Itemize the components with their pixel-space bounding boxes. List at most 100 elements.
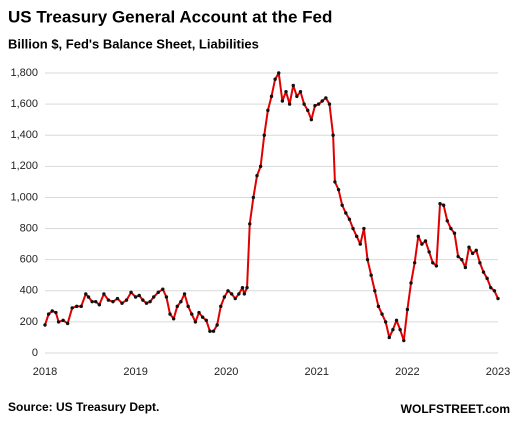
x-tick-label: 2022 (395, 366, 419, 378)
data-point (208, 329, 212, 333)
data-point (365, 257, 370, 262)
data-point (204, 318, 208, 323)
data-point (129, 290, 133, 295)
data-point (316, 102, 321, 106)
data-point (376, 304, 381, 309)
chart-title: US Treasury General Account at the Fed (8, 7, 332, 26)
data-point (190, 312, 194, 316)
data-point (405, 307, 410, 312)
data-point (152, 295, 156, 299)
data-point (133, 295, 138, 299)
data-point (481, 270, 486, 274)
data-point (449, 226, 453, 231)
data-point (251, 195, 256, 200)
data-point (302, 102, 306, 106)
data-point (240, 285, 245, 290)
data-point (46, 312, 51, 316)
data-point (291, 83, 295, 88)
data-point (391, 327, 395, 332)
y-tick-label: 400 (20, 285, 38, 297)
data-point (161, 287, 165, 291)
data-point (262, 133, 266, 137)
data-point (233, 296, 237, 301)
data-point (402, 338, 406, 343)
data-point (266, 108, 270, 113)
y-tick-label: 800 (20, 222, 38, 234)
y-tick-label: 600 (20, 254, 38, 266)
x-tick-label: 2023 (486, 366, 510, 378)
data-point (383, 320, 388, 324)
data-point (369, 273, 373, 277)
data-point (61, 318, 65, 323)
data-point (478, 261, 482, 265)
data-point (489, 285, 493, 290)
data-point (50, 309, 54, 313)
y-tick-label: 1,400 (10, 129, 38, 141)
data-point (186, 304, 190, 309)
data-point (115, 296, 120, 301)
y-tick-label: 200 (20, 316, 38, 328)
data-point (75, 304, 79, 309)
data-point (485, 276, 489, 281)
data-point (431, 261, 435, 265)
data-point (336, 187, 341, 192)
data-point (54, 310, 58, 315)
data-point (351, 226, 355, 231)
data-point (229, 292, 234, 296)
data-point (245, 285, 249, 290)
data-point (90, 299, 94, 304)
data-point (137, 293, 141, 298)
data-point (222, 295, 227, 299)
data-point (298, 89, 303, 94)
data-point (182, 292, 187, 296)
data-point (269, 94, 274, 99)
data-point (86, 295, 91, 299)
data-point (420, 242, 424, 246)
data-point (470, 251, 475, 256)
data-point (193, 320, 198, 324)
data-point (373, 289, 377, 293)
data-point (327, 102, 332, 106)
data-point (394, 318, 399, 323)
y-tick-label: 0 (32, 347, 38, 359)
data-point (398, 327, 402, 332)
data-point (362, 226, 366, 231)
chart-subtitle: Billion $, Fed's Balance Sheet, Liabilit… (8, 36, 259, 51)
data-point (295, 94, 299, 99)
data-point (43, 323, 47, 327)
data-point (70, 306, 74, 310)
data-point (179, 299, 183, 304)
data-point (242, 292, 247, 296)
data-point (324, 96, 328, 100)
y-tick-label: 1,600 (10, 98, 38, 110)
data-point (284, 89, 288, 94)
data-point (463, 265, 468, 270)
data-point (84, 292, 88, 296)
source: Source: US Treasury Dept. (8, 400, 159, 414)
data-point (168, 312, 172, 316)
y-tick-label: 1,800 (10, 67, 38, 79)
data-point (344, 211, 348, 215)
data-point (331, 133, 335, 137)
data-point (452, 231, 457, 235)
data-point (474, 248, 478, 253)
data-point (237, 292, 241, 296)
data-point (416, 234, 420, 239)
data-point (309, 117, 314, 122)
x-tick-label: 2019 (123, 366, 147, 378)
data-point (56, 320, 61, 324)
data-point (492, 289, 497, 293)
data-point (496, 296, 500, 301)
data-point (358, 242, 362, 246)
data-point (197, 310, 201, 315)
x-tick-label: 2018 (33, 366, 57, 378)
data-point (258, 164, 263, 169)
data-point (255, 173, 259, 178)
data-point (79, 304, 83, 309)
data-point (445, 219, 449, 223)
data-point (347, 217, 352, 221)
y-tick-label: 1,000 (10, 191, 38, 203)
data-point (456, 254, 460, 259)
data-point (438, 201, 442, 206)
data-point (320, 99, 324, 103)
